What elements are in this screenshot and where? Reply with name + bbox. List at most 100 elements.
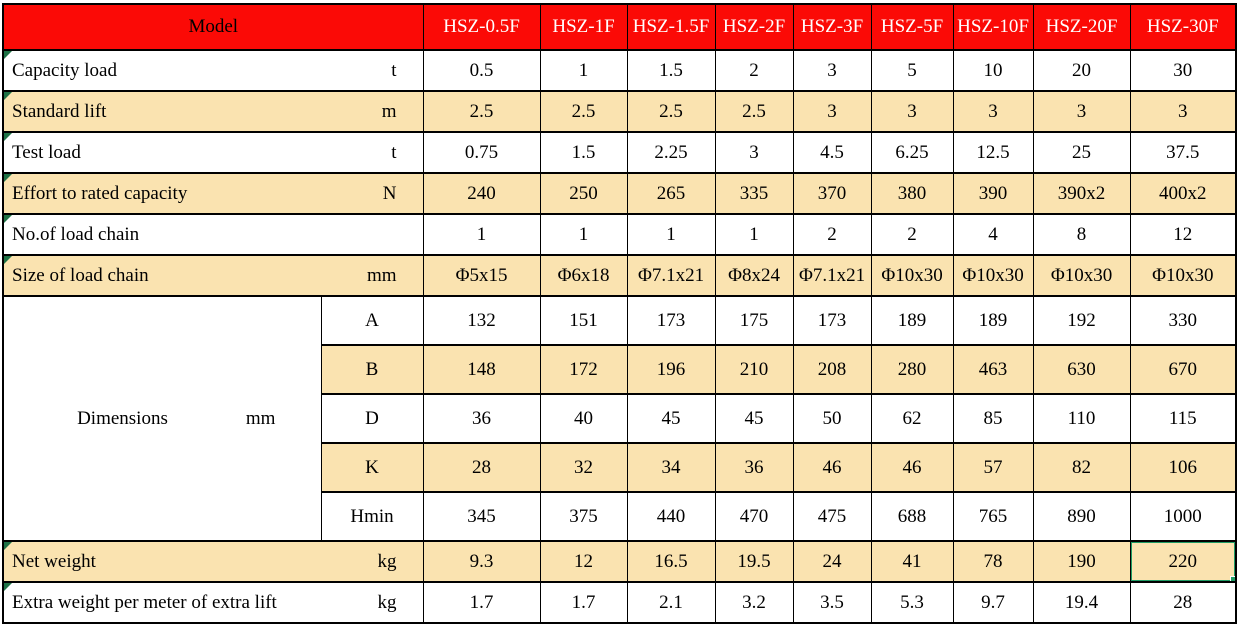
model-column-header[interactable]: HSZ-0.5F (422, 3, 541, 51)
value-cell[interactable]: 20 (1032, 49, 1131, 92)
value-cell[interactable]: 6.25 (870, 131, 954, 174)
value-cell[interactable]: 45 (626, 393, 716, 444)
value-cell[interactable]: 630 (1032, 344, 1131, 395)
value-cell[interactable]: 3 (714, 131, 794, 174)
value-cell[interactable]: 370 (792, 172, 872, 215)
value-cell[interactable]: 32 (539, 442, 628, 493)
value-cell[interactable]: 1.7 (422, 581, 541, 624)
value-cell[interactable]: Φ10x30 (1129, 254, 1237, 297)
value-cell[interactable]: 1 (626, 213, 716, 256)
value-cell[interactable]: 3 (1129, 90, 1237, 133)
value-cell[interactable]: 2.5 (539, 90, 628, 133)
value-cell[interactable]: 9.3 (422, 540, 541, 583)
value-cell[interactable]: 12 (1129, 213, 1237, 256)
value-cell[interactable]: 46 (870, 442, 954, 493)
selection-fill-handle[interactable] (1230, 576, 1236, 580)
value-cell[interactable]: 12.5 (952, 131, 1034, 174)
row-label-cell[interactable]: No.of load chain (2, 213, 424, 256)
value-cell[interactable]: 2.5 (422, 90, 541, 133)
value-cell[interactable]: 335 (714, 172, 794, 215)
value-cell[interactable]: 2 (870, 213, 954, 256)
value-cell[interactable]: 37.5 (1129, 131, 1237, 174)
value-cell[interactable]: 2.25 (626, 131, 716, 174)
value-cell[interactable]: 85 (952, 393, 1034, 444)
value-cell[interactable]: 3 (792, 49, 872, 92)
value-cell[interactable]: 208 (792, 344, 872, 395)
value-cell[interactable]: 4 (952, 213, 1034, 256)
value-cell[interactable]: 189 (870, 295, 954, 346)
dimension-sub-label-cell[interactable]: B (320, 344, 424, 395)
value-cell[interactable]: 240 (422, 172, 541, 215)
value-cell[interactable]: 3 (870, 90, 954, 133)
value-cell[interactable]: 34 (626, 442, 716, 493)
value-cell[interactable]: 1.5 (539, 131, 628, 174)
value-cell[interactable]: 189 (952, 295, 1034, 346)
value-cell[interactable]: 10 (952, 49, 1034, 92)
value-cell[interactable]: 2 (714, 49, 794, 92)
value-cell[interactable]: 46 (792, 442, 872, 493)
value-cell[interactable]: 57 (952, 442, 1034, 493)
value-cell[interactable]: 173 (792, 295, 872, 346)
value-cell[interactable]: 688 (870, 491, 954, 542)
value-cell[interactable]: 3 (952, 90, 1034, 133)
dimension-sub-label-cell[interactable]: Hmin (320, 491, 424, 542)
model-column-header[interactable]: HSZ-3F (792, 3, 872, 51)
value-cell[interactable]: 1 (714, 213, 794, 256)
value-cell[interactable]: 2.1 (626, 581, 716, 624)
value-cell[interactable]: 175 (714, 295, 794, 346)
value-cell[interactable]: 3.5 (792, 581, 872, 624)
value-cell[interactable]: 9.7 (952, 581, 1034, 624)
value-cell[interactable]: 3 (1032, 90, 1131, 133)
value-cell[interactable]: 24 (792, 540, 872, 583)
value-cell[interactable]: 2.5 (626, 90, 716, 133)
value-cell[interactable]: 1.7 (539, 581, 628, 624)
value-cell[interactable]: 0.75 (422, 131, 541, 174)
value-cell[interactable]: Φ5x15 (422, 254, 541, 297)
value-cell[interactable]: 5 (870, 49, 954, 92)
value-cell[interactable]: 151 (539, 295, 628, 346)
dimension-sub-label-cell[interactable]: K (320, 442, 424, 493)
value-cell[interactable]: 765 (952, 491, 1034, 542)
dimensions-group-cell[interactable]: Dimensions mm (2, 295, 322, 542)
value-cell[interactable]: 190 (1032, 540, 1131, 583)
value-cell[interactable]: 250 (539, 172, 628, 215)
value-cell[interactable]: 78 (952, 540, 1034, 583)
value-cell[interactable]: 173 (626, 295, 716, 346)
dimension-sub-label-cell[interactable]: D (320, 393, 424, 444)
value-cell[interactable]: 62 (870, 393, 954, 444)
value-cell[interactable]: 1000 (1129, 491, 1237, 542)
value-cell[interactable]: 265 (626, 172, 716, 215)
value-cell[interactable]: Φ10x30 (870, 254, 954, 297)
model-column-header[interactable]: HSZ-10F (952, 3, 1034, 51)
value-cell[interactable]: 475 (792, 491, 872, 542)
value-cell[interactable]: 106 (1129, 442, 1237, 493)
value-cell[interactable]: Φ10x30 (952, 254, 1034, 297)
value-cell[interactable]: 36 (422, 393, 541, 444)
value-cell[interactable]: 196 (626, 344, 716, 395)
value-cell[interactable]: 400x2 (1129, 172, 1237, 215)
value-cell[interactable]: Φ6x18 (539, 254, 628, 297)
model-column-header[interactable]: HSZ-30F (1129, 3, 1237, 51)
value-cell[interactable]: 148 (422, 344, 541, 395)
value-cell[interactable]: 463 (952, 344, 1034, 395)
row-label-cell[interactable]: Extra weight per meter of extra lift kg (2, 581, 424, 624)
value-cell[interactable]: 40 (539, 393, 628, 444)
value-cell[interactable]: 16.5 (626, 540, 716, 583)
value-cell[interactable]: Φ7.1x21 (792, 254, 872, 297)
value-cell[interactable]: 670 (1129, 344, 1237, 395)
value-cell[interactable]: 30 (1129, 49, 1237, 92)
value-cell[interactable]: 375 (539, 491, 628, 542)
value-cell[interactable]: 2.5 (714, 90, 794, 133)
value-cell[interactable]: 12 (539, 540, 628, 583)
value-cell[interactable]: 50 (792, 393, 872, 444)
value-cell[interactable]: 330 (1129, 295, 1237, 346)
model-header-label[interactable]: Model (2, 3, 424, 51)
value-cell[interactable]: Φ10x30 (1032, 254, 1131, 297)
value-cell[interactable]: 3 (792, 90, 872, 133)
value-cell[interactable]: 28 (422, 442, 541, 493)
value-cell[interactable]: 28 (1129, 581, 1237, 624)
value-cell[interactable]: 3.2 (714, 581, 794, 624)
value-cell[interactable]: 4.5 (792, 131, 872, 174)
value-cell[interactable]: 5.3 (870, 581, 954, 624)
row-label-cell[interactable]: Effort to rated capacity N (2, 172, 424, 215)
